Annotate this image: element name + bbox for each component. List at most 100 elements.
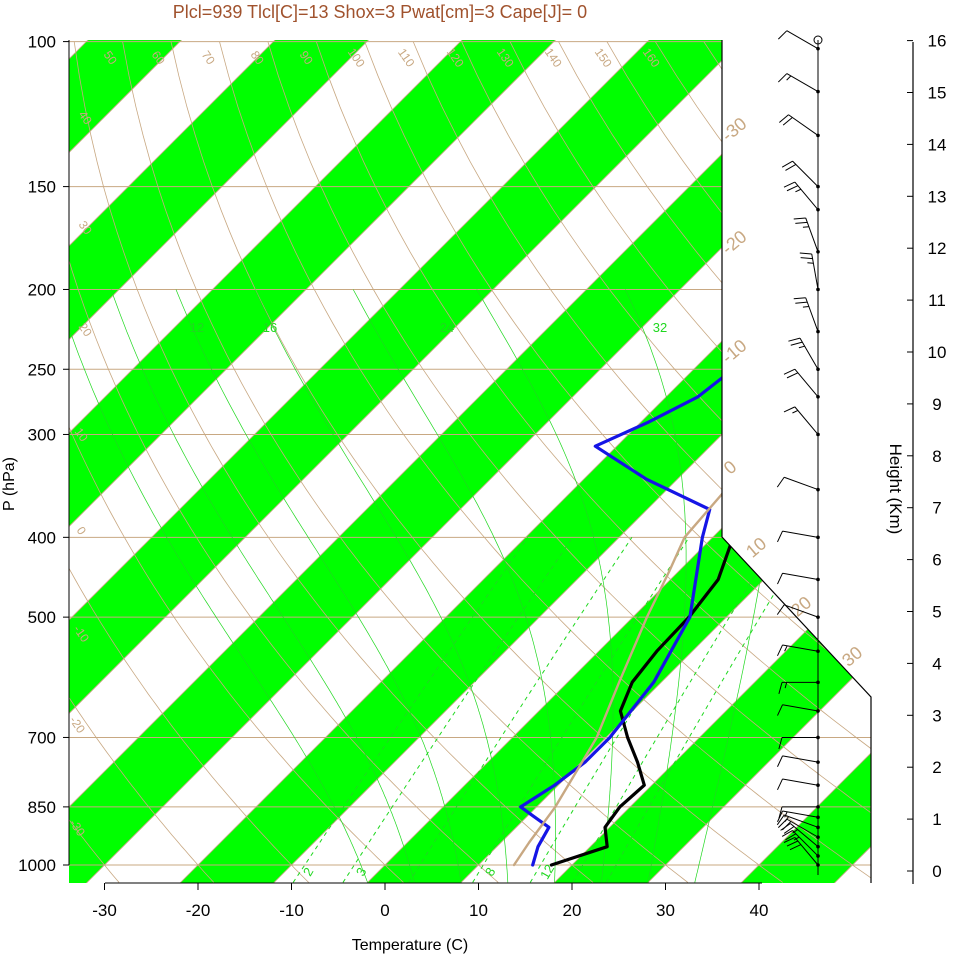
height-tick-label: 6 — [932, 551, 941, 570]
wind-barb-dot — [816, 615, 820, 619]
wind-barb-dot — [816, 709, 820, 713]
wind-barb-feather — [776, 814, 785, 826]
wind-barb-dot — [816, 46, 820, 51]
wind-barb-half-feather — [792, 829, 798, 834]
wind-barb-shaft — [799, 337, 819, 370]
wind-barb-feather — [781, 160, 793, 168]
height-tick-label: 4 — [932, 654, 941, 673]
wind-barb-shaft — [786, 818, 819, 838]
wind-barb-feather — [777, 704, 784, 716]
wind-barb-shaft — [794, 181, 819, 210]
isotherm-line — [69, 40, 744, 715]
y-tick-label: 500 — [28, 608, 56, 627]
dry-adiabat — [69, 567, 309, 883]
wind-barb-dot — [816, 89, 820, 94]
wind-barb — [776, 814, 820, 830]
wind-barb-half-feather — [784, 811, 788, 818]
wind-barb-feather — [786, 185, 799, 192]
wind-barb-feather — [785, 833, 797, 841]
mixing-ratio-line — [292, 537, 529, 883]
wind-barb-feather — [783, 406, 796, 413]
wind-barb-feather — [777, 572, 784, 585]
isotherm-line — [69, 40, 650, 621]
y-tick-label: 700 — [28, 728, 56, 747]
y-tick-label: 200 — [28, 280, 56, 299]
wind-barb-half-feather — [793, 836, 800, 841]
x-tick-label: 30 — [656, 901, 675, 920]
wind-barb-dot — [816, 844, 820, 849]
isotherm-band — [69, 40, 871, 883]
mixing-ratio-label: 12 — [537, 862, 557, 882]
isotherm-line — [272, 284, 871, 883]
wind-barb-feather — [783, 181, 796, 188]
isotherm-line — [179, 191, 871, 883]
wind-barb-shaft — [782, 572, 819, 580]
moist-adiabat — [175, 289, 462, 883]
isotherm-line — [69, 40, 463, 434]
wind-barb-feather — [777, 755, 784, 767]
wind-barb-feather — [781, 830, 793, 837]
wind-barb-dot — [816, 649, 820, 654]
wind-barb-dot — [816, 535, 820, 540]
wind-barb-half-feather — [784, 645, 788, 652]
dry-adiabat — [267, 41, 871, 814]
moist-adiabat — [69, 326, 368, 883]
mixing-ratio-label: 24 — [440, 320, 454, 335]
wind-barb-shaft — [782, 810, 819, 818]
wind-barb-dot — [816, 329, 820, 334]
height-tick-label: 3 — [932, 706, 941, 725]
wind-barb-dot — [816, 835, 820, 839]
wind-barb-dot — [816, 287, 820, 292]
wind-barb-feather — [778, 806, 783, 819]
height-tick-label: 5 — [932, 603, 941, 622]
wind-barb — [777, 73, 820, 94]
wind-barb — [776, 476, 820, 492]
isotherm-line — [646, 658, 871, 883]
wind-barb-feather — [793, 297, 806, 300]
dry-adiabat — [461, 41, 871, 561]
wind-barb-half-feather — [802, 226, 809, 228]
wind-barb — [777, 778, 820, 791]
wind-barb-feather — [795, 221, 808, 224]
wind-barb — [777, 644, 820, 657]
wind-barb-feather — [793, 217, 806, 220]
wind-barb-feather — [777, 73, 788, 83]
wind-barb — [783, 368, 820, 399]
wind-barb-feather — [783, 826, 795, 834]
wind-barb-feather — [778, 737, 783, 750]
height-tick-label: 9 — [932, 395, 941, 414]
isotherm-line — [69, 40, 837, 808]
wind-barb-feather — [795, 301, 808, 304]
wind-barb — [777, 30, 820, 51]
height-tick-label: 8 — [932, 447, 941, 466]
wind-barb-feather — [783, 836, 796, 843]
mixing-ratio-line — [605, 537, 809, 883]
chart-title: Plcl=939 Tlcl[C]=13 Shox=3 Pwat[cm]=3 Ca… — [173, 2, 587, 22]
wind-barb-half-feather — [784, 816, 789, 822]
height-tick-label: 2 — [932, 758, 941, 777]
height-tick-label: 7 — [932, 499, 941, 518]
y-tick-label: 150 — [28, 178, 56, 197]
wind-barb-feather — [782, 117, 793, 126]
wind-barb-feather — [777, 30, 788, 40]
wind-barb-shaft — [786, 73, 819, 93]
wind-barb — [783, 181, 820, 212]
wind-barb-shaft — [784, 814, 819, 828]
wind-barb-feather — [783, 368, 796, 375]
wind-barb — [781, 160, 820, 189]
wind-barb-half-feather — [784, 682, 788, 689]
wind-barb-feather — [789, 844, 802, 851]
height-tick-label: 15 — [928, 84, 947, 103]
mixing-ratio-line — [472, 537, 690, 883]
wind-barb-shaft — [805, 217, 819, 252]
wind-barb-feather — [788, 337, 801, 342]
wind-barb-shaft — [792, 830, 819, 857]
wind-barb-shaft — [786, 30, 819, 50]
wind-barb-dot — [816, 863, 820, 867]
wind-barb-feather — [776, 604, 785, 615]
isotherm-line — [459, 471, 871, 883]
wind-barb-feather — [799, 252, 812, 255]
isotherm-line — [69, 40, 276, 247]
wind-barb — [793, 217, 820, 254]
